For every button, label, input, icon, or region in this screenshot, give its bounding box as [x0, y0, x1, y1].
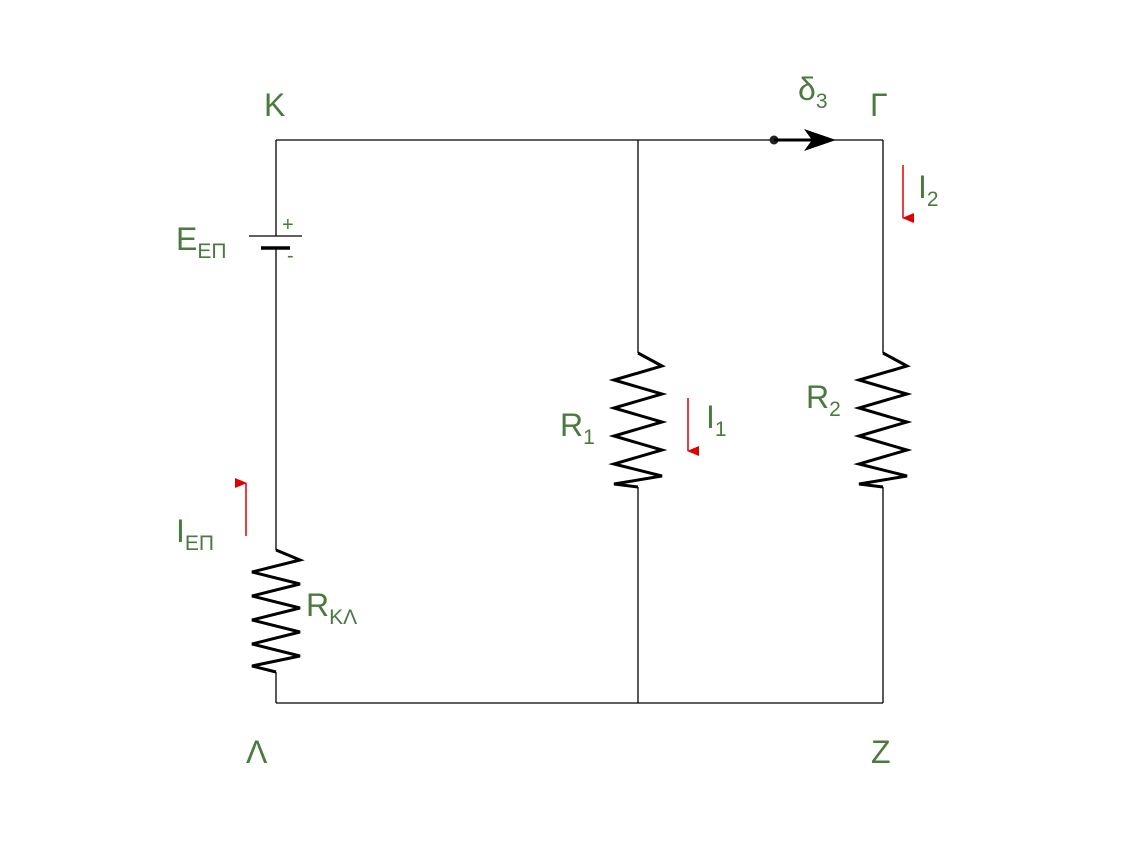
resistor-rkl-label: RΚΛ [306, 587, 357, 629]
resistor-r1-symbol: R [560, 407, 583, 443]
switch-arrow-head [804, 129, 836, 151]
resistor-r1-label: R1 [560, 407, 595, 449]
switch-label-symbol: δ [798, 71, 816, 107]
battery-plus-sign: + [282, 214, 294, 236]
current-i1-label: I1 [706, 399, 727, 441]
resistor-r1-subscript: 1 [583, 426, 595, 449]
switch-delta3 [769, 129, 836, 151]
current-iep-label: IΕΠ [176, 513, 214, 555]
current-i1-subscript: 1 [715, 418, 727, 441]
node-label-k: Κ [264, 87, 285, 123]
node-label-z: Ζ [871, 734, 891, 770]
battery-label-symbol: E [176, 221, 197, 257]
current-i2-symbol: I [918, 169, 927, 205]
battery-symbol [249, 235, 302, 250]
resistor-r2-symbol: R [806, 379, 829, 415]
battery-label-subscript: ΕΠ [197, 240, 226, 263]
current-iep-subscript: ΕΠ [185, 532, 214, 555]
current-i2-label: I2 [918, 169, 939, 211]
resistor-r2-subscript: 2 [829, 398, 841, 421]
switch-label-subscript: 3 [816, 90, 828, 113]
node-label-l: Λ [246, 734, 268, 770]
resistor-r1-zigzag [608, 351, 668, 489]
resistor-rkl-zigzag [251, 548, 305, 674]
current-i2-subscript: 2 [927, 188, 939, 211]
resistor-rkl-subscript: ΚΛ [329, 606, 357, 629]
resistor-r2-zigzag [853, 351, 913, 489]
battery-minus-sign: - [287, 245, 294, 267]
current-iep-symbol: I [176, 513, 185, 549]
resistor-rkl-symbol: R [306, 587, 329, 623]
battery-label: EΕΠ [176, 221, 227, 263]
resistor-r2-label: R2 [806, 379, 841, 421]
current-i1-symbol: I [706, 399, 715, 435]
switch-label: δ3 [798, 71, 828, 113]
node-label-g: Γ [870, 87, 888, 123]
